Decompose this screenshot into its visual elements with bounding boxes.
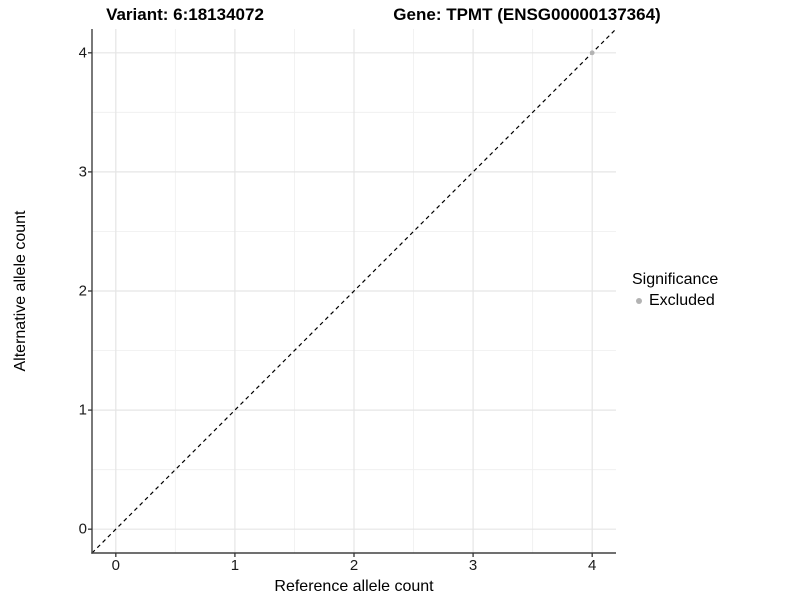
- legend: Significance Excluded: [632, 271, 718, 310]
- y-tick-label: 1: [78, 401, 87, 419]
- legend-items: Excluded: [632, 292, 718, 310]
- plot-title-gene: Gene: TPMT (ENSG00000137364): [393, 5, 661, 24]
- x-tick-label: 0: [111, 557, 120, 574]
- y-tick-label: 4: [78, 44, 87, 62]
- y-axis-label: Alternative allele count: [12, 210, 29, 372]
- y-tick-label: 0: [78, 520, 87, 538]
- data-point-excluded: [589, 50, 595, 56]
- legend-point-icon: [632, 298, 646, 304]
- x-tick-label: 2: [349, 557, 359, 574]
- y-tick-label: 2: [78, 282, 87, 300]
- identity-reference-line: [91, 28, 617, 554]
- legend-title: Significance: [632, 271, 719, 288]
- x-tick-label: 4: [588, 557, 597, 574]
- x-axis-label: Reference allele count: [274, 578, 434, 595]
- excluded-point-icon: [636, 298, 642, 304]
- y-tick-label: 3: [78, 163, 87, 181]
- legend-item-label: Excluded: [649, 292, 715, 309]
- x-tick-label: 1: [230, 557, 240, 574]
- plot-title-variant: Variant: 6:18134072: [106, 5, 264, 24]
- x-tick-label: 3: [468, 557, 478, 574]
- legend-item-excluded: Excluded: [632, 292, 718, 310]
